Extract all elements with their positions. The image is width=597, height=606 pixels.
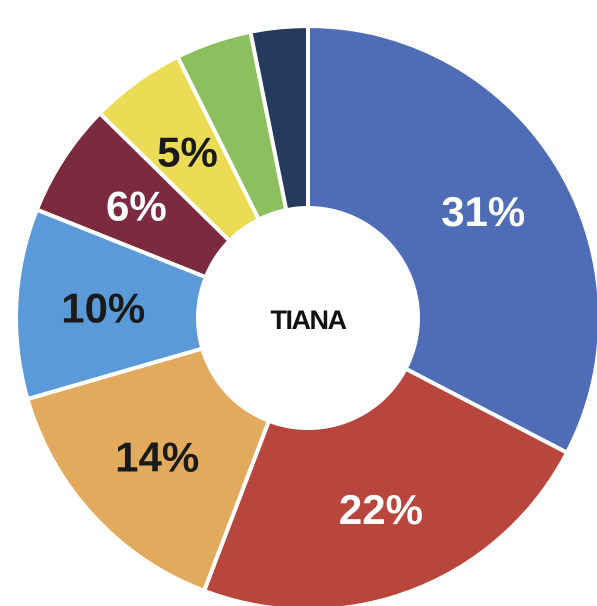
- slice-label: 14%: [115, 433, 199, 480]
- slice-label: 10%: [61, 284, 145, 331]
- slice-label: 22%: [339, 486, 423, 533]
- slices: [14, 23, 597, 606]
- center-label: TIANA: [271, 305, 347, 335]
- slice-label: 31%: [441, 188, 525, 235]
- slice-label: 5%: [157, 129, 218, 176]
- donut-hole: [196, 206, 420, 430]
- slice-label: 6%: [106, 182, 167, 229]
